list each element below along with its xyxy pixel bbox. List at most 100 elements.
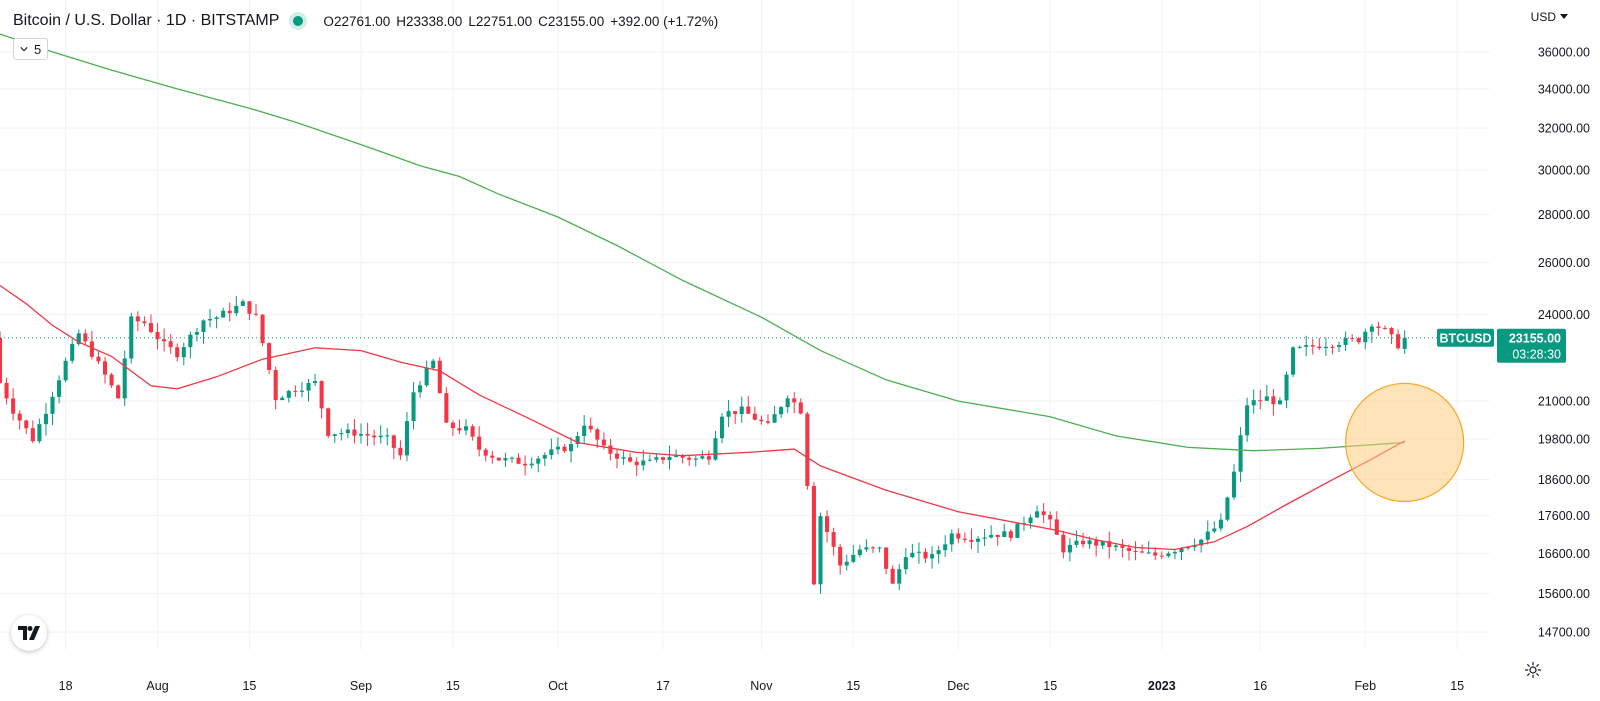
candle-body: [779, 407, 784, 415]
candle-body: [838, 546, 843, 566]
time-tick-label: Sep: [350, 679, 372, 693]
candle: [280, 395, 285, 401]
candle-body: [930, 554, 935, 559]
candle-body: [726, 411, 731, 417]
candle: [43, 403, 48, 436]
candle-body: [142, 321, 147, 324]
symbol-title[interactable]: Bitcoin / U.S. Dollar · 1D · BITSTAMP: [13, 12, 280, 29]
candle-body: [575, 436, 580, 445]
candle: [286, 389, 291, 403]
candle: [1330, 344, 1335, 355]
candlestick-series: [0, 295, 1407, 594]
symbol-legend: Bitcoin / U.S. Dollar · 1D · BITSTAMP O2…: [13, 12, 718, 30]
time-tick-label: Oct: [548, 679, 568, 693]
candle-body: [542, 454, 547, 459]
currency-selector[interactable]: USD: [1531, 10, 1568, 24]
time-tick-label: 17: [656, 679, 670, 693]
candle: [175, 343, 180, 362]
candle-body: [1133, 550, 1138, 552]
candle: [477, 426, 482, 457]
candle: [687, 454, 692, 466]
candle: [503, 452, 508, 467]
candle: [234, 295, 239, 316]
candle: [509, 456, 515, 463]
candle-body: [956, 533, 961, 539]
candle: [1120, 539, 1125, 558]
moving-averages: [0, 33, 1406, 551]
candle: [444, 387, 449, 424]
candle: [11, 388, 16, 421]
candle: [949, 529, 954, 552]
candle-body: [490, 455, 495, 458]
candle: [825, 510, 830, 543]
candle: [37, 418, 42, 444]
candle-body: [4, 382, 9, 399]
candle: [1323, 337, 1328, 356]
candle: [1218, 513, 1223, 532]
candle-body: [1297, 346, 1302, 348]
candle: [1061, 530, 1066, 559]
candle: [890, 565, 895, 584]
candle-body: [1205, 531, 1210, 540]
candle: [759, 415, 764, 425]
candle: [358, 423, 364, 444]
candle: [4, 377, 9, 405]
candle-body: [313, 381, 318, 383]
indicator-count: 5: [34, 41, 42, 57]
candle-body: [214, 317, 219, 319]
price-tick-label: 15600.00: [1538, 587, 1590, 601]
candle: [1389, 327, 1394, 344]
candle-body: [995, 534, 1000, 538]
candle: [634, 457, 639, 477]
candle: [299, 381, 304, 398]
ma-short-line: [0, 284, 1406, 551]
candle: [365, 422, 370, 446]
candle: [1310, 338, 1315, 355]
candle-body: [1238, 435, 1243, 472]
price-change: +392.00 (+1.72%): [610, 13, 719, 29]
candle: [1081, 532, 1086, 548]
candle: [930, 546, 935, 569]
candle-body: [706, 456, 711, 460]
candle: [326, 407, 331, 439]
gear-icon[interactable]: [1524, 661, 1542, 679]
candle-body: [372, 435, 377, 438]
candle-body: [687, 457, 692, 460]
candle-body: [11, 398, 16, 414]
candle-body: [1061, 534, 1066, 553]
candle-body: [63, 360, 68, 381]
candle: [752, 406, 757, 421]
candle-body: [1094, 540, 1099, 546]
price-tick-label: 34000.00: [1538, 82, 1590, 96]
candle-body: [1186, 547, 1191, 549]
candle: [831, 527, 836, 556]
candle: [260, 314, 265, 347]
candle: [1343, 331, 1348, 352]
candle-body: [647, 459, 652, 461]
candle: [313, 373, 318, 387]
candle-body: [496, 457, 501, 461]
candle: [1396, 329, 1401, 350]
price-tick-label: 24000.00: [1538, 308, 1590, 322]
time-axis[interactable]: 18 Aug 15 Sep 15 Oct 17 Nov 15 Dec 15 2023 16 Feb 15: [0, 675, 1490, 693]
candle: [293, 385, 298, 397]
candle: [916, 542, 921, 564]
open-value: 22761.00: [333, 13, 391, 29]
candle-body: [260, 314, 265, 344]
candle: [424, 360, 429, 388]
candle-body: [916, 551, 921, 553]
candle-body: [1166, 553, 1171, 557]
time-tick-label: Dec: [947, 679, 969, 693]
candle: [122, 350, 127, 406]
candle-body: [37, 424, 42, 442]
indicators-toggle-button[interactable]: 5: [13, 38, 49, 60]
tradingview-logo-icon[interactable]: [11, 615, 47, 651]
candle-body: [910, 552, 915, 558]
candle-body: [870, 547, 876, 549]
candle: [1363, 328, 1368, 350]
candle: [1140, 544, 1145, 554]
candle: [398, 440, 403, 460]
candle-body: [1402, 337, 1407, 349]
